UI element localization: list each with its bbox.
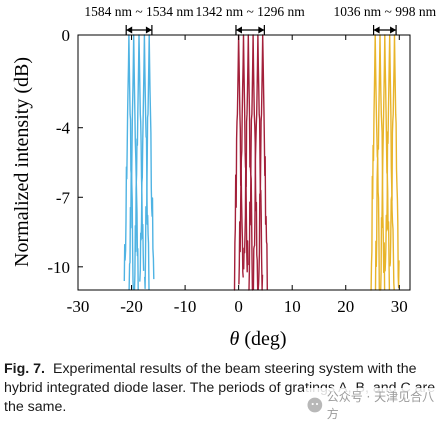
peaks-layer xyxy=(123,34,400,291)
figure-label: Fig. 7. xyxy=(4,361,45,377)
x-tick-label: 0 xyxy=(234,297,243,316)
beam-group xyxy=(370,34,400,291)
annotations-layer: 1584 nm ~ 1534 nm 1342 nm ~ 1296 nm 1036 n… xyxy=(84,4,437,35)
x-tick-label: -30 xyxy=(67,297,90,316)
arrowhead-right xyxy=(390,26,397,34)
ticks-layer: -30 -20 -10 0 10 20 30 0 -4 -7 -10 xyxy=(47,26,407,316)
wavelength-range-label: 1036 nm ~ 998 nm xyxy=(334,4,437,19)
beam-group xyxy=(123,34,155,291)
plot-frame xyxy=(77,34,411,291)
watermark: 公众号 · 天津见合八方 xyxy=(304,388,447,422)
y-axis-label: Normalized intensity (dB) xyxy=(11,57,33,267)
y-tick-label: -10 xyxy=(47,258,70,277)
wavelength-range-label: 1584 nm ~ 1534 nm xyxy=(84,4,194,19)
wavelength-range-label: 1342 nm ~ 1296 nm xyxy=(196,4,306,19)
x-tick-label: 10 xyxy=(284,297,301,316)
beam-group xyxy=(233,34,268,291)
y-tick-label: -4 xyxy=(56,119,71,138)
arrowhead-left xyxy=(373,26,380,34)
arrowhead-left xyxy=(235,26,242,34)
x-axis-label: θ (deg) xyxy=(229,328,286,350)
x-tick-label: 20 xyxy=(337,297,354,316)
arrowhead-right xyxy=(258,26,265,34)
chart: -30 -20 -10 0 10 20 30 0 -4 -7 -10 1584 nm ~ 1534 … xyxy=(11,4,437,350)
x-tick-label: -10 xyxy=(174,297,197,316)
arrowhead-left xyxy=(126,26,133,34)
watermark-text: 公众号 · 天津见合八方 xyxy=(326,390,435,421)
y-tick-label: -7 xyxy=(56,188,71,207)
x-tick-label: -20 xyxy=(120,297,143,316)
x-tick-label: 30 xyxy=(391,297,408,316)
wechat-icon xyxy=(307,397,323,413)
arrowhead-right xyxy=(145,26,152,34)
y-tick-label: 0 xyxy=(62,26,71,45)
